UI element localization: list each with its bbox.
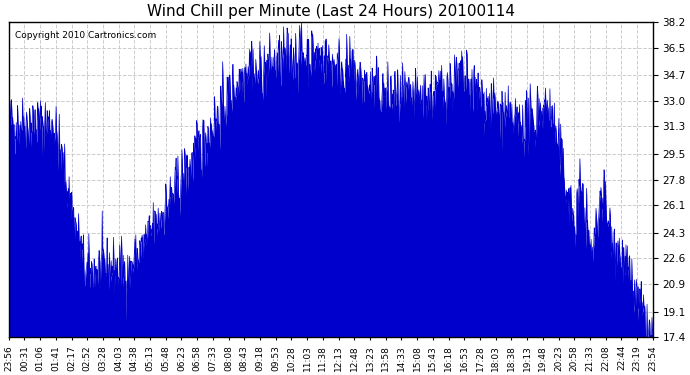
Title: Wind Chill per Minute (Last 24 Hours) 20100114: Wind Chill per Minute (Last 24 Hours) 20… (147, 4, 515, 19)
Text: Copyright 2010 Cartronics.com: Copyright 2010 Cartronics.com (15, 31, 157, 40)
